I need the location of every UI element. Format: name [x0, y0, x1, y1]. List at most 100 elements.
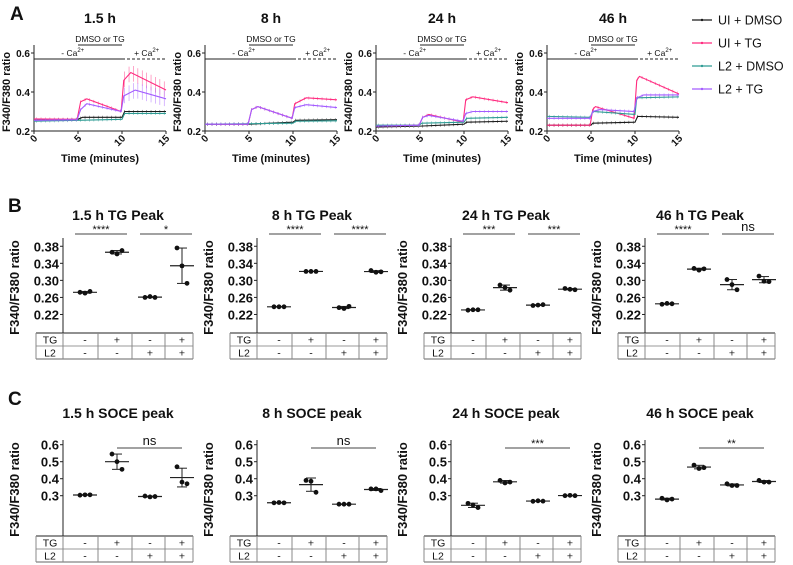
minus-calcium-label: - Ca2+: [403, 48, 426, 58]
data-point: [669, 496, 675, 502]
data-point: [502, 480, 508, 486]
data-point: [336, 305, 342, 311]
superscript: 2+: [248, 48, 255, 54]
data-point: [336, 501, 342, 507]
dot-panel-title: 1.5 h TG Peak: [72, 207, 164, 223]
data-point: [179, 263, 185, 269]
y-tick-label: 0.6: [529, 49, 543, 60]
treatment-annotation: DMSO or TG: [588, 34, 637, 44]
tg-condition: -: [665, 335, 669, 347]
data-point: [691, 462, 697, 468]
y-tick-label: 0.22: [228, 307, 253, 322]
data-point: [341, 306, 347, 311]
data-point: [373, 486, 379, 492]
trace-ui-tg: [33, 71, 167, 120]
data-point: [303, 269, 309, 274]
significance-label: ns: [143, 433, 157, 448]
legend-marker: [700, 18, 704, 22]
y-tick-label: 0.4: [429, 472, 448, 487]
data-point: [109, 451, 115, 457]
y-axis-label: F340/F380 ratio: [172, 52, 184, 132]
y-tick-label: 0.34: [422, 256, 448, 271]
superscript: 2+: [152, 48, 159, 54]
l2-condition: +: [179, 551, 185, 563]
legend-marker: [700, 41, 704, 45]
data-point: [368, 486, 374, 492]
y-tick-label: 0.38: [422, 239, 447, 254]
data-point: [114, 251, 120, 257]
y-tick-label: 0.30: [422, 273, 447, 288]
row-label-tg: TG: [237, 335, 252, 347]
data-point: [281, 304, 287, 310]
data-point: [276, 500, 282, 505]
data-point: [756, 273, 762, 279]
y-axis-label: F340/F380 ratio: [7, 240, 22, 335]
y-tick-label: 0.38: [616, 239, 641, 254]
data-point: [276, 304, 282, 310]
minus-calcium-label: - Ca2+: [61, 48, 84, 58]
superscript: 2+: [665, 48, 672, 54]
data-point: [562, 493, 568, 499]
l2-condition: -: [115, 551, 119, 563]
x-tick-label: 5: [414, 133, 426, 145]
row-label-l2: L2: [44, 348, 56, 360]
data-point: [540, 498, 546, 504]
data-point: [701, 266, 707, 272]
l2-condition: +: [567, 348, 573, 360]
row-label-l2: L2: [432, 348, 444, 360]
dot-panel-title: 24 h TG Peak: [462, 207, 550, 223]
data-point: [174, 245, 180, 251]
y-tick-label: 0.26: [34, 290, 59, 305]
y-tick-label: 0.2: [529, 127, 543, 138]
y-tick-label: 0.30: [616, 273, 641, 288]
data-point: [567, 492, 573, 498]
data-point: [470, 502, 476, 508]
significance-label: ns: [337, 433, 351, 448]
legend-label: UI + TG: [718, 37, 762, 51]
panel-letter-b: B: [8, 196, 22, 217]
tg-condition: -: [83, 538, 87, 550]
data-point: [303, 478, 309, 483]
tg-condition: +: [567, 335, 573, 347]
data-point: [271, 500, 277, 506]
data-point: [669, 301, 675, 307]
data-point: [507, 287, 513, 293]
y-tick-label: 0.3: [41, 489, 59, 504]
row-label-l2: L2: [238, 551, 250, 563]
plus-calcium-label: + Ca2+: [134, 48, 160, 58]
tg-condition: -: [83, 335, 87, 347]
data-point: [281, 500, 287, 506]
y-tick-label: 0.4: [187, 88, 201, 99]
significance-label: ***: [483, 224, 497, 236]
data-point: [373, 269, 379, 275]
y-tick-label: 0.3: [623, 489, 641, 504]
data-point: [346, 303, 352, 309]
tg-condition: -: [730, 335, 734, 347]
trace-l2-dmso: [204, 120, 338, 125]
data-point: [142, 493, 148, 499]
plus-calcium-label: + Ca2+: [647, 48, 673, 58]
y-tick-label: 0.5: [235, 455, 253, 470]
legend-label: L2 + TG: [718, 83, 763, 97]
data-point: [761, 278, 767, 284]
l2-condition: -: [277, 348, 281, 360]
trace-l2-tg: [375, 110, 508, 127]
y-axis-label: F340/F380 ratio: [343, 52, 355, 132]
y-tick-label: 0.2: [16, 127, 30, 138]
data-point: [308, 478, 314, 484]
y-tick-label: 0.34: [616, 256, 642, 271]
data-point: [701, 465, 707, 471]
dot-panel-title: 24 h SOCE peak: [452, 405, 560, 421]
l2-condition: +: [373, 551, 379, 563]
row-label-tg: TG: [43, 538, 58, 550]
data-point: [87, 289, 93, 294]
data-point: [567, 286, 573, 292]
tg-condition: -: [277, 335, 281, 347]
data-point: [313, 489, 319, 495]
data-point: [142, 295, 148, 300]
x-tick-label: 15: [327, 133, 343, 149]
l2-condition: +: [341, 551, 347, 563]
data-point: [152, 295, 158, 300]
superscript: 2+: [323, 48, 330, 54]
data-point: [497, 478, 503, 483]
